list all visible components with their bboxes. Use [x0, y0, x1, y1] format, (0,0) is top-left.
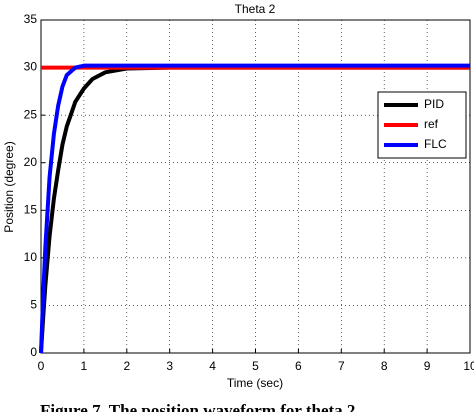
y-tick-label: 30 — [24, 60, 38, 74]
x-tick-label: 3 — [166, 359, 173, 373]
x-axis-label: Time (sec) — [227, 376, 283, 390]
y-tick-label: 15 — [24, 202, 38, 216]
x-tick-label: 5 — [252, 359, 259, 373]
legend: PID ref FLC — [377, 91, 467, 159]
x-tick-label: 10 — [463, 359, 474, 373]
legend-label: ref — [424, 117, 439, 131]
legend-label: FLC — [424, 137, 447, 151]
series-line — [39, 63, 470, 354]
x-tick-label: 9 — [424, 359, 431, 373]
plot-frame — [40, 19, 471, 354]
y-tick-label: 25 — [24, 107, 38, 121]
y-tick-label: 35 — [24, 12, 38, 26]
plot-area — [41, 20, 470, 353]
chart-title: Theta 2 — [235, 2, 276, 16]
x-tick-label: 2 — [123, 359, 130, 373]
y-tick-label: 20 — [24, 155, 38, 169]
y-tick-label: 10 — [24, 250, 38, 264]
x-tick-label: 4 — [209, 359, 216, 373]
x-tick-label: 6 — [295, 359, 302, 373]
y-tick-label: 0 — [30, 345, 37, 359]
x-tick-label: 7 — [338, 359, 345, 373]
caption: Figure 7. The position waveform for thet… — [40, 401, 355, 412]
legend-label: PID — [424, 97, 444, 111]
x-tick-label: 0 — [38, 359, 45, 373]
y-axis-label: Position (degree) — [2, 141, 16, 232]
x-tick-label: 8 — [381, 359, 388, 373]
y-tick-label: 5 — [30, 298, 37, 312]
x-tick-label: 1 — [81, 359, 88, 373]
